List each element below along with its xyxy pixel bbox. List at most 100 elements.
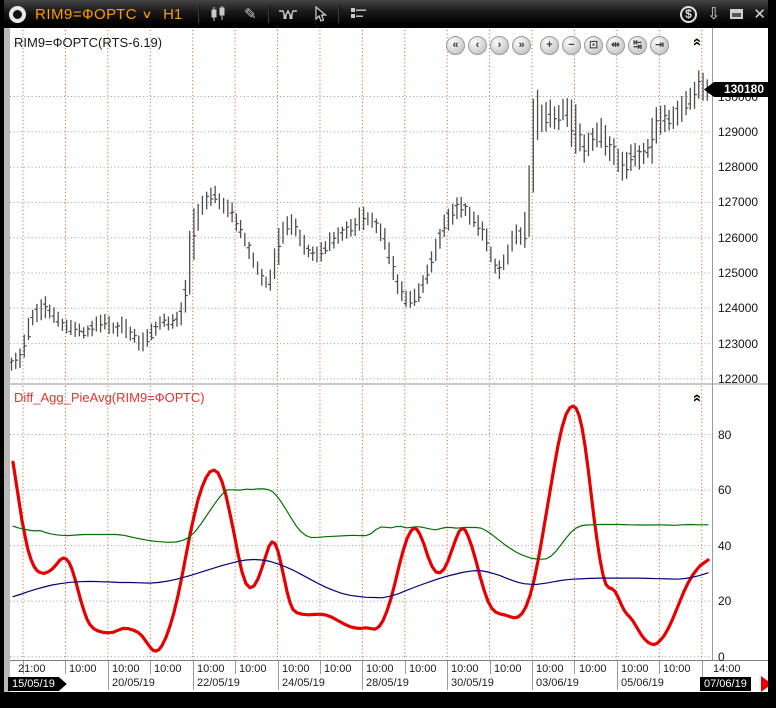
toolbar-separator	[268, 5, 271, 23]
time-label: 10:00	[536, 663, 564, 675]
pattern-search-icon[interactable]	[275, 4, 301, 24]
compress-horizontal-button[interactable]: ⇹	[606, 36, 625, 55]
date-label: 24/05/19	[282, 677, 325, 689]
cursor-icon[interactable]	[307, 4, 333, 24]
price-axis-label: 123000	[718, 336, 759, 351]
time-label: 10:00	[621, 663, 649, 675]
price-axis-label: 125000	[718, 266, 759, 280]
time-label: 10:00	[451, 663, 479, 675]
time-axis-tick	[192, 661, 194, 690]
panel-divider[interactable]	[10, 383, 768, 385]
time-axis-tick	[659, 661, 661, 674]
time-label: 14:00	[713, 663, 741, 675]
time-axis-tick	[701, 661, 703, 690]
time-label: 10:00	[366, 663, 394, 675]
draw-pencil-icon[interactable]: ✎	[243, 6, 257, 23]
chevron-down-icon[interactable]: ∨	[141, 8, 153, 21]
diff-line	[11, 404, 710, 653]
price-axis-label: 124000	[718, 301, 759, 316]
zoom-out-button[interactable]: −	[562, 36, 581, 55]
time-label: 10:00	[409, 663, 437, 675]
start-date-tag: 15/05/19	[8, 677, 67, 691]
collapse-main-panel-icon[interactable]: «	[689, 37, 707, 47]
value-axis-label: 40	[718, 538, 732, 553]
time-label: 10:00	[324, 663, 352, 675]
indicator-title: Diff_Agg_PieAvg(RIM9=ФОРТС)	[14, 390, 205, 405]
date-label: 22/05/19	[197, 677, 240, 689]
levels-icon[interactable]	[345, 4, 371, 24]
go-to-end-button[interactable]: ⇥	[650, 36, 669, 55]
upper-average-line	[12, 488, 709, 560]
chart-type-candles-icon[interactable]	[205, 4, 231, 24]
price-axis-label: 129000	[718, 124, 759, 139]
time-axis-tick	[447, 661, 449, 690]
price-axis-label: 126000	[718, 230, 759, 245]
price-axis-separator	[712, 28, 713, 660]
time-axis-tick	[532, 661, 534, 690]
time-label: 21:00	[18, 663, 46, 675]
scroll-right-button[interactable]: ›	[490, 36, 509, 55]
time-label: 10:00	[239, 663, 267, 675]
time-axis-tick	[404, 661, 406, 674]
value-axis-label-zero: 0	[718, 649, 725, 664]
toolbar-separator	[198, 5, 201, 23]
scroll-left-button[interactable]: ‹	[468, 36, 487, 55]
date-label: 05/06/19	[621, 677, 664, 689]
price-axis-label: 128000	[718, 160, 759, 175]
title-bar: RIM9=ФОРТС ∨ H1 ✎ $ ⇩ ✕	[0, 0, 776, 29]
close-icon[interactable]: ✕	[753, 6, 766, 23]
zoom-in-button[interactable]: +	[540, 36, 559, 55]
date-label: 30/05/19	[451, 677, 494, 689]
window-border-bottom	[0, 692, 776, 708]
time-axis-tick	[362, 661, 364, 690]
value-axis-label: 60	[718, 483, 732, 498]
toolbar-separator	[338, 5, 341, 23]
time-axis-tick	[277, 661, 279, 690]
date-label: 28/05/19	[366, 677, 409, 689]
indicator-panel[interactable]	[10, 385, 768, 660]
time-label: 10:00	[494, 663, 522, 675]
time-axis-tick	[23, 661, 24, 674]
time-axis-tick	[150, 661, 152, 674]
time-label: 10:00	[197, 663, 225, 675]
window-border-right	[768, 0, 776, 708]
price-axis-label: 122000	[718, 371, 759, 386]
instrument-symbol[interactable]: RIM9=ФОРТС	[35, 5, 137, 23]
price-chart-plot[interactable]	[10, 28, 712, 383]
scroll-left-fast-button[interactable]: «	[446, 36, 465, 55]
chart-title: RIM9=ФОРТС(RTS-6.19)	[14, 35, 163, 50]
currency-dollar-icon[interactable]: $	[680, 5, 698, 23]
end-date-arrow-icon	[761, 676, 772, 692]
value-axis-label: 20	[718, 594, 732, 609]
time-label: 10:00	[579, 663, 607, 675]
last-price-tag: 130180	[704, 82, 768, 97]
window-border-left	[0, 0, 4, 708]
timeframe-selector[interactable]: H1	[163, 5, 183, 23]
date-label: 20/05/19	[112, 677, 155, 689]
time-axis-tick	[65, 661, 67, 674]
time-axis-tick	[574, 661, 576, 674]
price-chart-panel[interactable]	[10, 28, 768, 383]
price-axis-label: 127000	[718, 195, 759, 210]
scroll-right-fast-button[interactable]: »	[512, 36, 531, 55]
time-label: 10:00	[112, 663, 140, 675]
indicator-plot[interactable]	[10, 385, 712, 660]
time-axis-tick	[616, 661, 618, 690]
download-arrow-icon[interactable]: ⇩	[707, 6, 721, 23]
time-axis-tick	[107, 661, 109, 690]
collapse-indicator-panel-icon[interactable]: «	[689, 393, 707, 403]
app-logo-icon	[9, 5, 26, 23]
restore-window-icon[interactable]	[730, 9, 744, 19]
time-axis-tick	[235, 661, 237, 674]
end-date-tag: 07/06/19	[700, 677, 751, 691]
auto-scale-button[interactable]: ↹	[628, 36, 647, 55]
lower-average-line	[12, 558, 709, 599]
zoom-box-button[interactable]: ⊡	[584, 36, 603, 55]
time-label: 10:00	[663, 663, 691, 675]
time-axis-tick	[489, 661, 491, 674]
time-axis	[10, 660, 768, 693]
value-axis-label: 80	[718, 427, 732, 442]
time-label: 10:00	[69, 663, 97, 675]
time-axis-tick	[319, 661, 321, 674]
